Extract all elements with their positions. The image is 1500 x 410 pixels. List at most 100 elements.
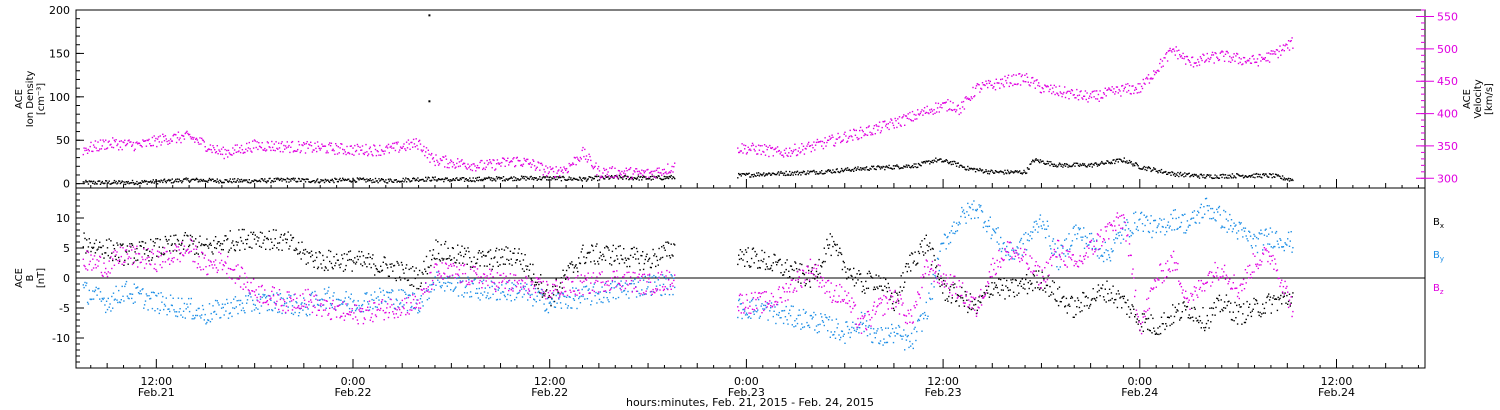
velocity-series-point bbox=[929, 109, 931, 111]
bx-series-point bbox=[870, 275, 872, 277]
velocity-series-point bbox=[757, 144, 760, 146]
by-series-point bbox=[507, 293, 509, 296]
bx-series-point bbox=[589, 251, 591, 253]
by-series-point bbox=[416, 299, 418, 301]
velocity-series-point bbox=[1274, 53, 1277, 55]
bx-series-point bbox=[279, 236, 282, 238]
ion-density-series-point bbox=[272, 181, 275, 183]
ion-density-series-point bbox=[282, 178, 284, 180]
ion-density-series-point bbox=[1043, 162, 1045, 164]
velocity-series-point bbox=[1260, 60, 1262, 62]
ion-density-series-point bbox=[420, 179, 422, 181]
ion-density-series-point bbox=[920, 165, 922, 167]
ion-density-series-point bbox=[246, 181, 249, 183]
by-series-point bbox=[206, 321, 208, 324]
bx-series-point bbox=[876, 286, 878, 288]
ion-density-series-point bbox=[1230, 175, 1232, 178]
velocity-series-point bbox=[1252, 54, 1254, 57]
bx-series-point bbox=[1159, 332, 1162, 335]
ion-density-series-point bbox=[1109, 162, 1112, 165]
ion-density-series-point bbox=[987, 170, 990, 172]
velocity-series-point bbox=[568, 162, 570, 165]
bx-series-point bbox=[177, 240, 180, 242]
ion-density-series-point bbox=[401, 180, 403, 182]
bx-series-point bbox=[368, 263, 371, 265]
velocity-series-point bbox=[904, 115, 907, 117]
by-series-point bbox=[670, 274, 672, 276]
ion-density-series-point bbox=[423, 180, 425, 182]
ion-density-series-point bbox=[387, 178, 390, 180]
bx-series-point bbox=[783, 271, 786, 273]
bx-series-point bbox=[807, 265, 809, 267]
ion-density-series-point bbox=[278, 179, 281, 182]
by-series-point bbox=[417, 312, 419, 314]
bx-series-point bbox=[748, 264, 750, 267]
ion-density-series-point bbox=[640, 175, 642, 178]
bx-series-point bbox=[1243, 321, 1246, 324]
bx-series-point bbox=[1132, 305, 1134, 308]
ion-density-series-point bbox=[1107, 160, 1109, 162]
by-series-point bbox=[896, 332, 898, 335]
velocity-series-point bbox=[1102, 92, 1105, 94]
bx-series-point bbox=[405, 267, 407, 269]
velocity-series-point bbox=[1197, 58, 1199, 61]
by-series-point bbox=[267, 294, 269, 297]
ion-density-series-point bbox=[218, 182, 220, 184]
bx-series-point bbox=[660, 257, 662, 259]
velocity-series-point bbox=[250, 150, 252, 152]
velocity-series-point bbox=[89, 145, 91, 148]
ion-density-series-point bbox=[1174, 175, 1176, 177]
bx-series-point bbox=[602, 253, 604, 256]
bx-series-point bbox=[484, 255, 486, 257]
bx-series-point bbox=[175, 234, 177, 236]
ion-density-series-point bbox=[979, 167, 981, 170]
ion-density-series-point bbox=[310, 181, 313, 183]
bx-series-point bbox=[222, 249, 224, 251]
velocity-series-point bbox=[1106, 89, 1108, 91]
ion-density-series-point bbox=[126, 182, 129, 184]
bx-series-point bbox=[239, 249, 241, 251]
by-series-point bbox=[865, 325, 867, 327]
velocity-series-point bbox=[118, 140, 121, 143]
bx-series-point bbox=[232, 240, 234, 242]
by-series-point bbox=[856, 328, 858, 330]
bx-series-point bbox=[881, 289, 883, 291]
velocity-series-point bbox=[1269, 53, 1272, 55]
bx-series-point bbox=[548, 294, 550, 297]
bx-series-point bbox=[1252, 308, 1254, 310]
by-series-point bbox=[563, 295, 565, 297]
velocity-series-point bbox=[1122, 90, 1125, 92]
velocity-series-point bbox=[534, 169, 537, 171]
velocity-series-point bbox=[346, 145, 348, 148]
by-series-point bbox=[189, 303, 192, 305]
velocity-series-point bbox=[333, 150, 335, 152]
velocity-series-point bbox=[193, 136, 195, 139]
by-series-point bbox=[357, 300, 359, 302]
velocity-series-point bbox=[770, 147, 773, 150]
bx-series-point bbox=[154, 242, 156, 244]
by-series-point bbox=[503, 294, 506, 296]
velocity-series-point bbox=[189, 136, 192, 138]
bx-series-point bbox=[1227, 301, 1229, 303]
bx-series-point bbox=[1111, 297, 1113, 300]
bx-series-point bbox=[939, 285, 941, 288]
bx-series-point bbox=[93, 242, 96, 245]
ion-density-series-point bbox=[445, 177, 448, 180]
by-series-point bbox=[200, 317, 202, 319]
velocity-series-point bbox=[1195, 62, 1197, 64]
ion-density-series-point bbox=[482, 178, 485, 181]
ion-density-series-point bbox=[166, 180, 168, 182]
ion-density-series-point bbox=[1044, 163, 1046, 165]
velocity-series-point bbox=[888, 128, 890, 131]
by-series-point bbox=[370, 294, 372, 296]
b-tick-label: 0 bbox=[63, 272, 70, 285]
ion-density-series-point bbox=[1051, 163, 1053, 165]
ion-density-series-point bbox=[108, 180, 110, 182]
ion-density-series-point bbox=[983, 171, 985, 173]
velocity-series-point bbox=[372, 155, 374, 157]
bx-series-point bbox=[1087, 297, 1089, 299]
ion-density-series-point bbox=[991, 169, 993, 172]
by-series-point bbox=[633, 283, 635, 285]
ion-density-series-point bbox=[1179, 173, 1181, 175]
velocity-series-point bbox=[1268, 52, 1270, 54]
